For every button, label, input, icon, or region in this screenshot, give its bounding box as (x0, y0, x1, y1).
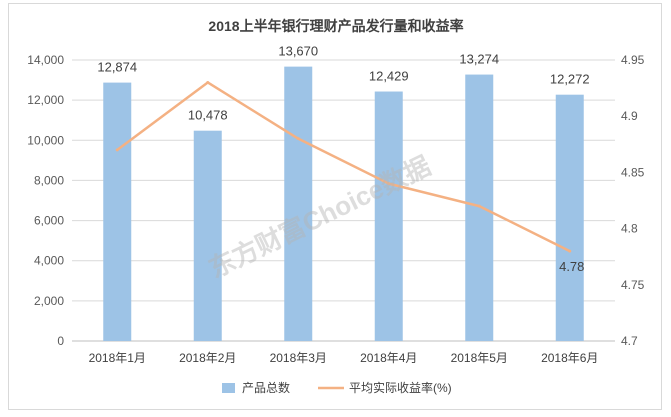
chart-title: 2018上半年银行理财产品发行量和收益率 (208, 18, 463, 34)
bar-data-label: 12,874 (97, 60, 137, 75)
bar-series (103, 66, 584, 342)
bar-data-label: 12,429 (369, 69, 409, 84)
bar (374, 91, 403, 341)
legend: 产品总数 平均实际收益率(%) (222, 380, 452, 395)
left-axis-tick-label: 4,000 (34, 254, 64, 268)
left-axis-tick-label: 6,000 (34, 214, 64, 228)
line-point (296, 137, 300, 141)
left-axis-tick-label: 14,000 (27, 53, 64, 67)
bar-data-label: 12,272 (550, 72, 590, 87)
bar-data-label: 13,274 (459, 52, 499, 67)
category-axis-labels: 2018年1月 2018年2月 2018年3月 2018年4月 2018年5月 2018年… (89, 351, 599, 365)
left-axis-tick-label: 12,000 (27, 93, 64, 107)
category-label: 2018年3月 (270, 351, 327, 365)
line-point (477, 204, 481, 208)
legend-label-bar: 产品总数 (242, 380, 290, 395)
line-point (387, 182, 391, 186)
category-label: 2018年1月 (89, 351, 146, 365)
right-axis-tick-label: 4.7 (621, 334, 638, 348)
bar (555, 94, 584, 341)
right-axis-tick-label: 4.95 (621, 53, 645, 67)
right-axis-tick-label: 4.75 (621, 278, 645, 292)
bar (193, 130, 222, 341)
right-axis-ticks: 4.7 4.75 4.8 4.85 4.9 4.95 (621, 53, 645, 348)
right-axis-tick-label: 4.85 (621, 165, 645, 179)
category-label: 2018年4月 (360, 351, 417, 365)
bar (465, 74, 494, 342)
legend-label-line: 平均实际收益率(%) (349, 380, 452, 395)
left-axis-tick-label: 8,000 (34, 173, 64, 187)
bar (284, 66, 313, 342)
left-axis-tick-label: 2,000 (34, 294, 64, 308)
line-series: 4.78 (115, 80, 584, 274)
right-axis-tick-label: 4.9 (621, 109, 638, 123)
gridlines (72, 59, 615, 342)
bar-data-label: 10,478 (188, 108, 228, 123)
right-axis-tick-label: 4.8 (621, 222, 638, 236)
line-point (115, 148, 119, 152)
line-series-path (116, 81, 571, 253)
bar-data-label: 13,670 (278, 44, 318, 59)
left-axis-tick-label: 10,000 (27, 133, 64, 147)
line-point (206, 80, 210, 84)
line-point (568, 249, 572, 253)
line-data-label: 4.78 (559, 259, 584, 274)
left-axis-tick-label: 0 (57, 334, 64, 348)
left-axis-ticks: 0 2,000 4,000 6,000 8,000 10,000 12,000 14,000 (27, 53, 64, 348)
category-label: 2018年6月 (541, 351, 598, 365)
category-label: 2018年2月 (179, 351, 236, 365)
category-label: 2018年5月 (451, 351, 508, 365)
bar-data-labels: 12,874 10,478 13,670 12,429 13,274 12,272 (97, 44, 589, 123)
legend-swatch-bar (222, 383, 235, 393)
bar (103, 82, 132, 341)
